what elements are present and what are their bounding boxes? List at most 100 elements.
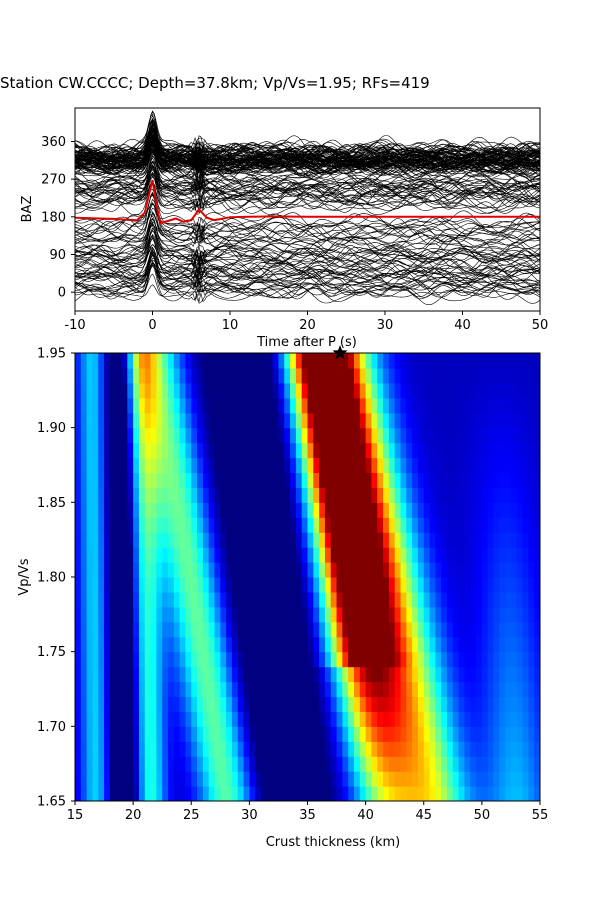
heatmap-cell	[208, 412, 216, 429]
heatmap-cell	[243, 442, 250, 459]
heatmap-cell	[534, 711, 540, 727]
heatmap-cell	[510, 412, 518, 429]
heatmap-cell	[237, 412, 245, 429]
heatmap-cell	[202, 457, 210, 474]
heatmap-cell	[133, 756, 140, 772]
heatmap-cell	[150, 397, 157, 414]
heatmap-cell	[109, 367, 117, 384]
heatmap-cell	[423, 382, 431, 399]
heatmap-cell	[261, 472, 268, 488]
heatmap-cell	[121, 606, 128, 623]
heatmap-cell	[156, 621, 163, 638]
heatmap-cell	[330, 577, 338, 593]
heatmap-cell	[144, 726, 152, 742]
heatmap-cell	[301, 606, 309, 623]
heatmap-cell	[435, 666, 442, 683]
heatmap-cell	[435, 577, 442, 593]
heatmap-cell	[324, 621, 332, 638]
heatmap-cell	[115, 606, 123, 623]
heatmap-cell	[208, 562, 216, 578]
heatmap-cell	[86, 786, 94, 801]
heatmap-cell	[412, 771, 419, 787]
heatmap-cell	[528, 726, 535, 742]
heatmap-cell	[255, 666, 262, 683]
bottom-y-tick-label: 1.75	[37, 645, 66, 660]
heatmap-cell	[499, 472, 506, 488]
heatmap-cell	[371, 591, 378, 608]
heatmap-cell	[179, 651, 187, 668]
heatmap-cell	[104, 487, 111, 503]
heatmap-cell	[104, 741, 111, 757]
heatmap-cell	[528, 412, 535, 429]
heatmap-cell	[348, 756, 355, 772]
heatmap-cell	[208, 696, 216, 712]
heatmap-cell	[505, 442, 512, 459]
heatmap-cell	[133, 547, 140, 563]
heatmap-cell	[295, 502, 303, 518]
heatmap-cell	[295, 382, 303, 399]
heatmap-cell	[330, 517, 338, 533]
heatmap-cell	[400, 666, 407, 683]
heatmap-cell	[301, 472, 309, 488]
heatmap-cell	[261, 577, 268, 593]
heatmap-cell	[359, 771, 367, 787]
heatmap-cell	[348, 532, 355, 548]
heatmap-cell	[464, 681, 471, 698]
heatmap-cell	[388, 367, 396, 384]
heatmap-cell	[377, 681, 384, 698]
heatmap-cell	[214, 502, 221, 518]
heatmap-cell	[348, 606, 355, 623]
heatmap-cell	[359, 367, 367, 384]
heatmap-cell	[220, 427, 227, 444]
heatmap-cell	[359, 472, 367, 488]
rf-trace	[75, 215, 540, 251]
heatmap-cell	[487, 397, 495, 414]
heatmap-cell	[272, 711, 280, 727]
heatmap-cell	[121, 412, 128, 429]
heatmap-cell	[290, 591, 297, 608]
heatmap-cell	[86, 547, 94, 563]
heatmap-cell	[528, 591, 535, 608]
heatmap-cell	[98, 786, 105, 801]
heatmap-cell	[377, 621, 384, 638]
heatmap-cell	[493, 771, 500, 787]
heatmap-cell	[185, 756, 192, 772]
heatmap-cell	[441, 487, 448, 503]
heatmap-cell	[458, 651, 466, 668]
heatmap-cell	[307, 472, 314, 488]
heatmap-cell	[534, 532, 540, 548]
heatmap-cell	[429, 696, 436, 712]
heatmap-cell	[510, 756, 518, 772]
heatmap-cell	[98, 636, 105, 653]
heatmap-cell	[138, 382, 146, 399]
heatmap-cell	[406, 591, 413, 608]
heatmap-cell	[383, 621, 390, 638]
heatmap-cell	[226, 412, 233, 429]
heatmap-cell	[261, 367, 268, 384]
heatmap-cell	[266, 367, 274, 384]
heatmap-cell	[278, 412, 285, 429]
heatmap-cell	[371, 771, 378, 787]
heatmap-cell	[383, 577, 390, 593]
heatmap-cell	[499, 502, 506, 518]
heatmap-cell	[133, 636, 140, 653]
heatmap-cell	[150, 457, 157, 474]
heatmap-cell	[447, 502, 454, 518]
heatmap-cell	[109, 412, 117, 429]
heatmap-cell	[243, 577, 250, 593]
heatmap-cell	[80, 636, 88, 653]
heatmap-cell	[307, 741, 314, 757]
heatmap-cell	[528, 547, 535, 563]
heatmap-cell	[197, 741, 204, 757]
heatmap-cell	[470, 502, 477, 518]
heatmap-cell	[127, 756, 134, 772]
heatmap-cell	[464, 651, 471, 668]
heatmap-cell	[441, 547, 448, 563]
heatmap-cell	[423, 547, 431, 563]
heatmap-cell	[290, 741, 297, 757]
heatmap-cell	[243, 591, 250, 608]
heatmap-cell	[86, 397, 94, 414]
heatmap-cell	[522, 472, 529, 488]
heatmap-cell	[342, 487, 349, 503]
heatmap-cell	[417, 427, 425, 444]
